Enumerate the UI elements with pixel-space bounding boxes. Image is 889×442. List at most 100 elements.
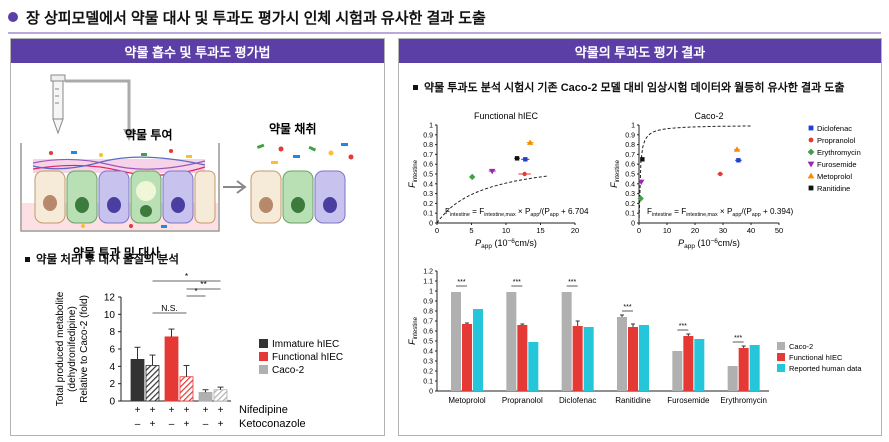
- bar: [617, 317, 627, 391]
- x-axis-label: Papp (10−6cm/s): [678, 238, 740, 250]
- y-tick-label: 0.4: [625, 181, 635, 188]
- y-tick-label: 0.4: [423, 349, 433, 356]
- legend-label: Ranitidine: [817, 184, 850, 193]
- metabolite-section-text: 약물 처리 후 대사 물질의 분석: [36, 254, 179, 266]
- bar: [672, 351, 683, 391]
- y-tick-label: 0.8: [423, 142, 433, 149]
- y-tick-label: 0.8: [625, 142, 635, 149]
- bar: [639, 325, 649, 391]
- point-propranolol: [522, 171, 527, 177]
- headline-text: 장 상피모델에서 약물 대사 및 투과도 평가시 인체 시험과 유사한 결과 도…: [26, 9, 486, 27]
- well-outline: [20, 143, 220, 232]
- fit-curve: [436, 175, 548, 224]
- section-bullet-icon: [25, 256, 30, 262]
- nifedipine-sign: +: [218, 405, 224, 416]
- bar: [727, 366, 738, 391]
- transport-label: 약물 투과 및 대사: [73, 245, 160, 260]
- y-tick-label: 0.7: [423, 319, 433, 326]
- x-tick-label: 20: [691, 226, 699, 235]
- legend-label: Metoprolol: [817, 172, 852, 181]
- right-panel: 약물의 투과도 평가 결과 약물 투과도 분석 시험시 기존 Caco-2 모델…: [398, 38, 882, 436]
- y-tick-label: 0.5: [423, 339, 433, 346]
- y-axis-label: Fintestine: [609, 159, 621, 188]
- point-furosemide: [489, 168, 496, 175]
- y-tick-label: 0.9: [625, 132, 635, 139]
- headline-bullet-icon: [8, 12, 18, 22]
- bar: [145, 365, 160, 402]
- permeability-summary: 약물 투과도 분석 시험시 기존 Caco-2 모델 대비 임상시험 데이터와 …: [413, 79, 845, 95]
- legend-label: Functional hIEC: [272, 352, 343, 363]
- point-propranolol: [718, 171, 723, 177]
- category-label: Furosemide: [667, 396, 710, 405]
- y-tick-label: 0.8: [423, 309, 433, 316]
- y-tick-label: 0.6: [625, 162, 635, 169]
- bar: [749, 345, 760, 391]
- legend-swatch: [259, 352, 268, 361]
- point-ranitidine: [640, 157, 645, 162]
- ketoconazole-sign: +: [218, 419, 224, 430]
- transwell-illustration: 약물 투여 약물 채취 약물 투과 및 대사: [20, 74, 354, 260]
- legend-label: Functional hIEC: [789, 353, 843, 362]
- ketoconazole-sign: –: [203, 419, 209, 430]
- point-erythromycin: [637, 195, 644, 202]
- ketoconazole-sign: +: [150, 419, 156, 430]
- x-tick-label: 15: [536, 226, 544, 235]
- y-tick-label: 0.9: [423, 132, 433, 139]
- bar: [130, 359, 145, 402]
- fit-equation: Fintestine = Fintestine,max × Papp/(Papp…: [445, 207, 589, 218]
- y-tick-label: 1: [429, 123, 433, 130]
- ketoconazole-sign: –: [169, 419, 175, 430]
- bar: [517, 325, 528, 391]
- chart-title: Functional hIEC: [474, 111, 539, 121]
- legend-marker: [808, 125, 814, 131]
- left-panel-title: 약물 흡수 및 투과도 평가법: [11, 39, 384, 63]
- y-tick-label: 0.1: [625, 211, 635, 218]
- legend-swatch: [777, 342, 785, 350]
- significance-label: ***: [513, 279, 521, 286]
- fit-curve: [638, 125, 751, 224]
- point-metoprolol: [733, 146, 741, 152]
- chart-title: Caco-2: [694, 111, 723, 121]
- bar: [694, 339, 705, 391]
- legend-swatch: [259, 365, 268, 374]
- ketoconazole-sign: –: [135, 419, 141, 430]
- nifedipine-row-label: Nifedipine: [239, 404, 288, 416]
- y-tick-label: 8: [109, 327, 115, 338]
- x-tick-label: 0: [435, 226, 439, 235]
- y-tick-label: 1: [631, 123, 635, 130]
- point-erythromycin: [468, 173, 476, 181]
- metabolite-bar-chart: 0 2 4 6 8 10 12 Total produced metabolite(dehyd…: [55, 271, 343, 430]
- significance-label: ***: [623, 304, 631, 311]
- metabolite-section-title: 약물 처리 후 대사 물질의 분석: [25, 251, 179, 267]
- category-label: Erythromycin: [720, 396, 767, 405]
- y-tick-label: 10: [104, 310, 116, 321]
- x-tick-label: 30: [719, 226, 727, 235]
- legend-marker: [808, 137, 814, 143]
- right-panel-title: 약물의 투과도 평가 결과: [399, 39, 881, 63]
- y-tick-label: 6: [109, 345, 115, 356]
- y-tick-label: 0.3: [423, 191, 433, 198]
- x-tick-label: 40: [747, 226, 755, 235]
- y-tick-label: 1.1: [423, 279, 433, 286]
- legend-marker: [807, 148, 815, 156]
- headline: 장 상피모델에서 약물 대사 및 투과도 평가시 인체 시험과 유사한 결과 도…: [8, 6, 486, 28]
- legend-marker: [807, 172, 815, 179]
- collected-cells: [250, 170, 346, 224]
- significance-label: *: [194, 286, 198, 296]
- legend-marker: [808, 185, 814, 191]
- legend-label: Caco-2: [272, 365, 305, 376]
- functional-hiec-scatter: Functional hIEC 0 0.1 0.2 0.3 0.4 0.5 0.6 0.7 0.8…: [407, 111, 589, 250]
- significance-label: ***: [679, 323, 687, 330]
- y-tick-label: 2: [109, 379, 115, 390]
- y-tick-label: 0.3: [423, 359, 433, 366]
- bar: [451, 292, 461, 391]
- y-tick-label: 0.7: [423, 152, 433, 159]
- x-tick-label: 5: [469, 226, 473, 235]
- fintestine-bar-chart: 0 0.1 0.2 0.3 0.4 0.5 0.6 0.7 0.8 0.9 1 1.1 1.2 Finte…: [407, 269, 862, 406]
- point-ranitidine: [514, 156, 520, 161]
- legend-label: Propranolol: [817, 136, 856, 145]
- legend-label: Erythromycin: [817, 148, 861, 157]
- bar: [628, 327, 638, 391]
- significance-label: *: [185, 271, 189, 281]
- point-furosemide: [638, 179, 645, 186]
